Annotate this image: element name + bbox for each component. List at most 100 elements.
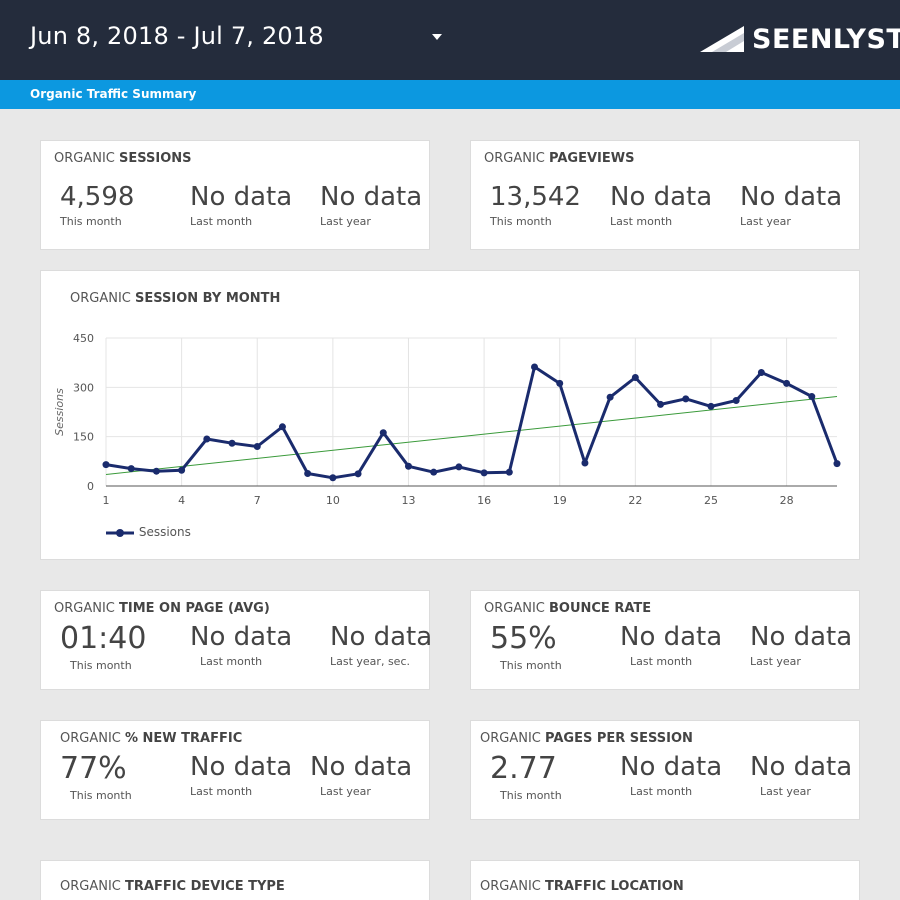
data-point <box>430 468 438 476</box>
metric-value: No data <box>330 622 433 652</box>
metric-last-month: No data Last month <box>620 621 722 668</box>
data-point <box>278 423 286 431</box>
time-on-page-card: ORGANIC TIME ON PAGE (AVG) 01:40 This mo… <box>40 590 432 690</box>
x-tick-label: 10 <box>326 494 340 507</box>
card-title: ORGANIC TRAFFIC LOCATION <box>480 879 684 894</box>
metric-value: No data <box>620 752 723 782</box>
sub-header-bar: Organic Traffic Summary <box>0 80 900 109</box>
metric-label: This month <box>500 659 562 672</box>
metric-label: Last month <box>190 215 253 228</box>
bounce-rate-card: ORGANIC BOUNCE RATE 55% This month No da… <box>470 590 860 690</box>
metric-value: No data <box>620 622 723 652</box>
metric-last-year: No data Last year <box>750 751 852 798</box>
series-line-sessions <box>105 365 839 480</box>
x-tick-label: 4 <box>178 494 185 507</box>
device-type-card: ORGANIC TRAFFIC DEVICE TYPE <box>40 860 430 900</box>
legend-label-sessions: Sessions <box>138 525 191 539</box>
data-point <box>606 393 614 401</box>
legend-marker <box>106 528 134 537</box>
data-point <box>152 467 160 475</box>
x-tick-label: 25 <box>704 494 718 507</box>
x-tick-label: 19 <box>553 494 567 507</box>
metric-last-year: No data Last year <box>310 751 412 798</box>
metric-label: Last month <box>630 785 693 798</box>
location-card: ORGANIC TRAFFIC LOCATION <box>470 860 860 900</box>
metric-last-month: No data Last month <box>620 751 722 798</box>
metric-value: No data <box>740 182 843 212</box>
y-axis-label: Sessions <box>53 388 66 436</box>
data-point <box>480 469 488 477</box>
card-title: ORGANIC SESSION BY MONTH <box>70 291 281 306</box>
data-point <box>556 379 564 387</box>
metric-value: No data <box>320 182 423 212</box>
x-tick-label: 28 <box>780 494 794 507</box>
logo-icon <box>700 26 744 52</box>
metric-label: Last year <box>320 215 371 228</box>
sessions-chart-card: ORGANIC SESSION BY MONTH 0 150 300 450 1 4 7 10… <box>40 270 860 560</box>
data-point <box>631 373 639 381</box>
metric-value: No data <box>190 182 293 212</box>
data-point <box>102 461 110 469</box>
trend-line <box>105 396 838 475</box>
metric-label: Last month <box>630 655 693 668</box>
card-title: ORGANIC PAGEVIEWS <box>484 151 635 166</box>
metric-label: Last year <box>320 785 371 798</box>
metric-label: This month <box>500 789 562 802</box>
date-range-picker[interactable]: Jun 8, 2018 - Jul 7, 2018 <box>30 22 324 50</box>
new-traffic-card: ORGANIC % NEW TRAFFIC 77% This month No … <box>40 720 430 820</box>
metric-last-year: No data Last year <box>740 181 842 228</box>
metric-label: Last month <box>190 785 253 798</box>
metric-this-month: 2.77 This month <box>490 751 562 802</box>
metric-label: Last month <box>610 215 673 228</box>
metric-last-year: No data Last year <box>320 181 422 228</box>
metric-value: 55% <box>490 621 557 656</box>
data-point <box>228 439 236 447</box>
sessions-line-chart: 0 150 300 450 1 4 7 10 13 16 19 22 25 28 Sessions <box>53 332 841 507</box>
metric-value: 2.77 <box>490 751 557 786</box>
metric-value: No data <box>750 622 853 652</box>
data-point <box>203 435 211 443</box>
metric-this-month: 01:40 This month <box>60 621 146 672</box>
card-title: ORGANIC % NEW TRAFFIC <box>60 731 243 746</box>
metric-last-month: No data Last month <box>190 621 292 668</box>
top-bar: Jun 8, 2018 - Jul 7, 2018 SEENLYST <box>0 0 900 80</box>
pages-per-session-card: ORGANIC PAGES PER SESSION 2.77 This mont… <box>470 720 860 820</box>
sessions-card: ORGANIC SESSIONS 4,598 This month No dat… <box>40 140 430 250</box>
data-point <box>707 402 715 410</box>
metric-last-month: No data Last month <box>610 181 712 228</box>
chart-legend: Sessions <box>105 525 191 539</box>
data-point <box>379 429 387 437</box>
x-tick-label: 16 <box>477 494 491 507</box>
data-point <box>455 463 463 471</box>
metric-last-year: No data Last year, sec. <box>330 621 432 668</box>
metric-this-month: 55% This month <box>490 621 562 672</box>
data-point <box>682 395 690 403</box>
data-point <box>808 393 816 401</box>
data-point <box>531 363 539 371</box>
x-tick-label: 22 <box>628 494 642 507</box>
metric-value: 4,598 <box>60 182 135 212</box>
data-point <box>505 468 513 476</box>
card-title: ORGANIC TRAFFIC DEVICE TYPE <box>60 879 285 894</box>
card-title: ORGANIC SESSIONS <box>54 151 192 166</box>
metric-label: Last year <box>740 215 791 228</box>
y-tick-label: 150 <box>73 431 94 444</box>
metric-this-month: 77% This month <box>60 751 132 802</box>
data-point <box>757 369 765 377</box>
data-point <box>354 470 362 478</box>
data-point <box>329 474 337 482</box>
data-point <box>127 465 135 473</box>
metric-label: Last year, sec. <box>330 655 410 668</box>
data-point <box>304 470 312 478</box>
metric-value: No data <box>750 752 853 782</box>
x-tick-label: 1 <box>103 494 110 507</box>
report-title: Organic Traffic Summary <box>30 87 197 101</box>
data-point <box>404 462 412 470</box>
metric-value: No data <box>610 182 713 212</box>
chevron-down-icon[interactable] <box>432 34 442 40</box>
metric-value: No data <box>310 752 413 782</box>
metric-this-month: 4,598 This month <box>60 181 134 228</box>
metric-label: Last year <box>760 785 811 798</box>
y-tick-label: 450 <box>73 332 94 345</box>
metric-label: This month <box>490 215 552 228</box>
